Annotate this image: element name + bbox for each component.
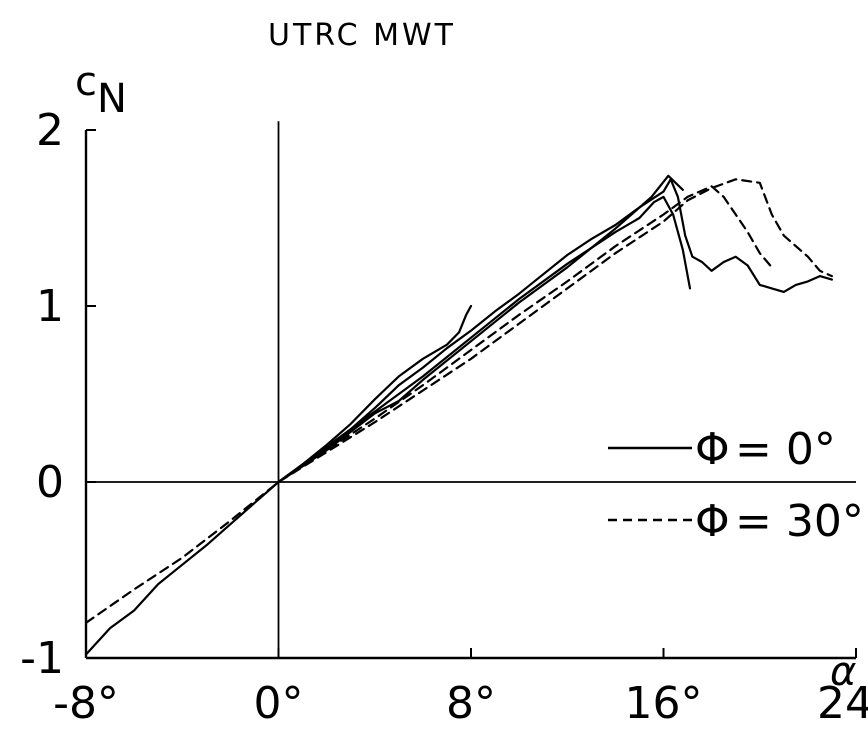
legend-text-1: = 30° (735, 496, 864, 547)
series-1-line-1 (277, 185, 773, 484)
y-axis-label-subscript: N (97, 76, 127, 122)
series-0-line-1 (277, 304, 473, 484)
y-tick-label-3: 2 (36, 105, 64, 156)
series-1-line-0 (84, 178, 833, 624)
y-tick-label-1: 0 (36, 457, 64, 508)
x-tick-label-1: 0° (254, 678, 304, 729)
axes (84, 121, 857, 660)
chart-title: UTRC MWT (268, 18, 456, 53)
series-layer (84, 174, 833, 656)
series-0-line-0 (84, 178, 833, 656)
y-tick-label-0: -1 (20, 633, 64, 684)
x-tick-label-2: 8° (446, 678, 496, 729)
series-0 (84, 174, 833, 656)
legend-symbol-0: Φ (695, 424, 730, 475)
legend: Φ = 0°Φ = 30° (608, 424, 864, 547)
series-1 (84, 178, 833, 624)
x-axis-label: α (830, 649, 856, 695)
legend-symbol-1: Φ (695, 496, 730, 547)
y-axis-label: c (75, 59, 97, 105)
x-tick-label-4: 24° (817, 678, 868, 729)
series-0-line-3 (277, 174, 684, 484)
tick-labels: -1 0 1 2 -8° 0° 8° 16° 24° (20, 105, 868, 729)
legend-text-0: = 0° (735, 424, 836, 475)
x-tick-label-3: 16° (625, 678, 703, 729)
x-tick-label-0: -8° (53, 678, 119, 729)
y-tick-label-2: 1 (36, 281, 64, 332)
